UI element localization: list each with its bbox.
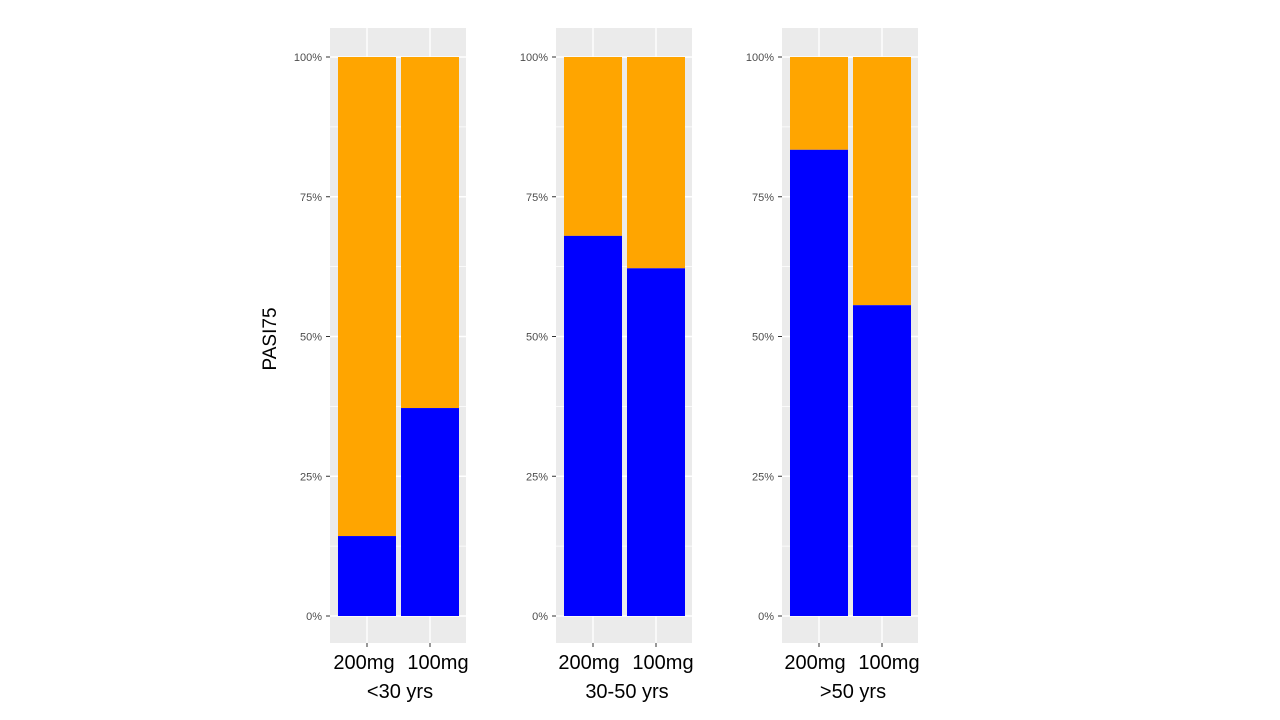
bar-upper-200mg (564, 57, 622, 236)
category-label: 200mg (558, 652, 619, 674)
category-label: 100mg (407, 652, 468, 674)
y-tick-label: 100% (520, 52, 548, 64)
category-label: 200mg (784, 652, 845, 674)
category-label: 100mg (632, 652, 693, 674)
y-tick-label: 50% (300, 332, 322, 344)
y-tick-label: 25% (526, 471, 548, 483)
panels: 0% 25% 50% 75% 100% 200mg 100mg <30 yrs 0% 25% 50%… (294, 28, 920, 703)
bar-upper-100mg (627, 57, 685, 268)
panel-2: 0% 25% 50% 75% 100% 200mg 100mg 30-50 yrs (520, 28, 694, 703)
y-axis-title: PASI75 (260, 307, 281, 370)
bar-upper-100mg (853, 57, 911, 305)
group-label: >50 yrs (820, 681, 886, 703)
y-tick-label: 25% (752, 471, 774, 483)
category-label: 100mg (858, 652, 919, 674)
y-tick-label: 0% (758, 611, 774, 623)
y-tick-label: 50% (526, 332, 548, 344)
y-tick-label: 50% (752, 332, 774, 344)
bar-lower-200mg (564, 236, 622, 616)
bar-upper-100mg (401, 57, 459, 408)
bar-lower-100mg (627, 268, 685, 616)
bar-lower-100mg (853, 305, 911, 616)
y-tick-label: 0% (306, 611, 322, 623)
bar-upper-200mg (338, 57, 396, 536)
y-tick-label: 100% (746, 52, 774, 64)
y-tick-label: 100% (294, 52, 322, 64)
y-tick-label: 25% (300, 471, 322, 483)
y-tick-label: 75% (300, 192, 322, 204)
panel-3: 0% 25% 50% 75% 100% 200mg 100mg >50 yrs (746, 28, 920, 703)
bar-upper-200mg (790, 57, 848, 150)
category-label: 200mg (333, 652, 394, 674)
y-tick-label: 75% (752, 192, 774, 204)
y-tick-label: 75% (526, 192, 548, 204)
bar-lower-100mg (401, 408, 459, 616)
bar-lower-200mg (790, 150, 848, 616)
group-label: <30 yrs (367, 681, 433, 703)
panel-1: 0% 25% 50% 75% 100% 200mg 100mg <30 yrs (294, 28, 469, 703)
group-label: 30-50 yrs (585, 681, 668, 703)
bar-lower-200mg (338, 536, 396, 616)
y-tick-label: 0% (532, 611, 548, 623)
